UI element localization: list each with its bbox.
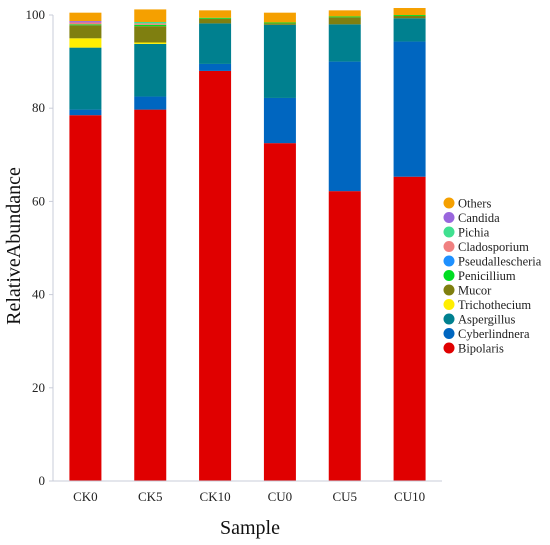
legend-marker-cladosporium xyxy=(443,241,455,252)
legend-marker-aspergillus xyxy=(443,313,455,325)
y-axis-title: RelativeAbundance xyxy=(3,167,25,325)
legend-marker-trichothecium xyxy=(443,299,455,310)
bar-segment-others-cu0 xyxy=(263,12,296,23)
legend-marker-mucor xyxy=(443,284,455,296)
x-tick-label-cu0: CU0 xyxy=(268,489,293,504)
bar-segment-penicillium-ck10 xyxy=(199,17,232,19)
bar-segment-others-cu10 xyxy=(393,8,426,15)
legend-label-mucor: Mucor xyxy=(458,284,492,298)
legend-label-pichia: Pichia xyxy=(458,226,490,240)
bar-segment-cyberlindnera-ck0 xyxy=(69,109,102,116)
bar-segment-penicillium-cu0 xyxy=(263,22,296,24)
bar-segment-bipolaris-ck5 xyxy=(134,109,167,482)
x-tick-label-cu5: CU5 xyxy=(332,489,357,504)
bar-segment-aspergillus-cu10 xyxy=(393,18,426,42)
bar-segment-bipolaris-cu10 xyxy=(393,176,426,481)
bar-segment-penicillium-cu10 xyxy=(393,15,426,16)
bar-segment-cyberlindnera-ck10 xyxy=(199,63,232,71)
bar-segment-others-cu5 xyxy=(328,10,361,17)
legend-marker-cyberlindnera xyxy=(443,328,455,339)
bar-segment-trichothecium-ck0 xyxy=(69,38,102,48)
bar-segment-candida-ck0 xyxy=(69,21,102,23)
legend-label-bipolaris: Bipolaris xyxy=(458,342,504,356)
bar-segment-penicillium-ck5 xyxy=(134,24,167,27)
legend-marker-penicillium xyxy=(443,270,455,281)
plot-area xyxy=(69,8,426,482)
legend-label-cladosporium: Cladosporium xyxy=(458,240,529,254)
bar-segment-mucor-cu5 xyxy=(328,17,361,25)
legend-label-penicillium: Penicillium xyxy=(458,269,516,283)
legend-label-pseudallescheria: Pseudallescheria xyxy=(458,255,542,269)
bar-segment-cyberlindnera-ck5 xyxy=(134,96,167,110)
y-tick-label: 0 xyxy=(39,473,46,488)
y-tick-label: 20 xyxy=(32,380,45,395)
bar-segment-cyberlindnera-cu5 xyxy=(328,61,361,192)
bar-segment-aspergillus-ck10 xyxy=(199,23,232,64)
x-tick-label-ck0: CK0 xyxy=(73,489,98,504)
legend-label-others: Others xyxy=(458,197,491,211)
bar-segment-cladosporium-ck0 xyxy=(69,22,102,25)
legend-marker-others xyxy=(443,197,455,209)
bar-segment-bipolaris-ck0 xyxy=(69,115,102,481)
bar-segment-mucor-cu10 xyxy=(393,15,426,19)
legend-marker-bipolaris xyxy=(443,342,455,354)
bar-segment-cyberlindnera-cu10 xyxy=(393,41,426,177)
legend-label-trichothecium: Trichothecium xyxy=(458,298,531,312)
bar-segment-mucor-cu0 xyxy=(263,23,296,25)
bar-segment-cyberlindnera-cu0 xyxy=(263,97,296,144)
bar-segment-aspergillus-ck5 xyxy=(134,43,167,97)
bar-segment-aspergillus-cu5 xyxy=(328,24,361,62)
bar-segment-penicillium-cu5 xyxy=(328,16,361,18)
legend-label-candida: Candida xyxy=(458,211,500,225)
bar-segment-mucor-ck10 xyxy=(199,18,232,24)
bar-segment-mucor-ck5 xyxy=(134,26,167,43)
bar-segment-aspergillus-cu0 xyxy=(263,24,296,98)
bar-segment-mucor-ck0 xyxy=(69,25,102,39)
y-tick-label: 40 xyxy=(32,287,45,302)
y-axis: 0 20 40 60 80 100 xyxy=(26,7,54,488)
legend-marker-pseudallescheria xyxy=(443,255,455,267)
legend-label-cyberlindnera: Cyberlindnera xyxy=(458,327,530,341)
bar-segment-pichia-ck5 xyxy=(134,21,167,24)
y-tick-label: 80 xyxy=(32,100,45,115)
x-tick-label-ck10: CK10 xyxy=(200,489,231,504)
bar-segment-others-ck10 xyxy=(199,10,232,18)
bar-segment-cladosporium-ck5 xyxy=(134,23,167,25)
x-axis-title: Sample xyxy=(220,517,280,539)
bar-segment-others-ck5 xyxy=(134,9,167,22)
bar-segment-others-ck0 xyxy=(69,12,102,22)
x-axis: CK0 CK5 CK10 CU0 CU5 CU10 xyxy=(53,480,442,504)
bar-segment-aspergillus-ck0 xyxy=(69,47,102,110)
legend: OthersCandidaPichiaCladosporiumPseudalle… xyxy=(443,197,542,356)
x-tick-label-cu10: CU10 xyxy=(394,489,425,504)
y-tick-label: 60 xyxy=(32,193,45,208)
bar-segment-bipolaris-cu5 xyxy=(328,191,361,481)
bar-segment-trichothecium-ck5 xyxy=(134,42,167,44)
x-tick-label-ck5: CK5 xyxy=(138,489,163,504)
bar-segment-bipolaris-ck10 xyxy=(199,70,232,482)
legend-marker-pichia xyxy=(443,226,455,238)
legend-label-aspergillus: Aspergillus xyxy=(458,313,516,327)
y-tick-label: 100 xyxy=(26,7,46,22)
bar-segment-bipolaris-cu0 xyxy=(263,143,296,481)
bar-segment-penicillium-ck0 xyxy=(69,24,102,26)
legend-marker-candida xyxy=(443,212,455,223)
